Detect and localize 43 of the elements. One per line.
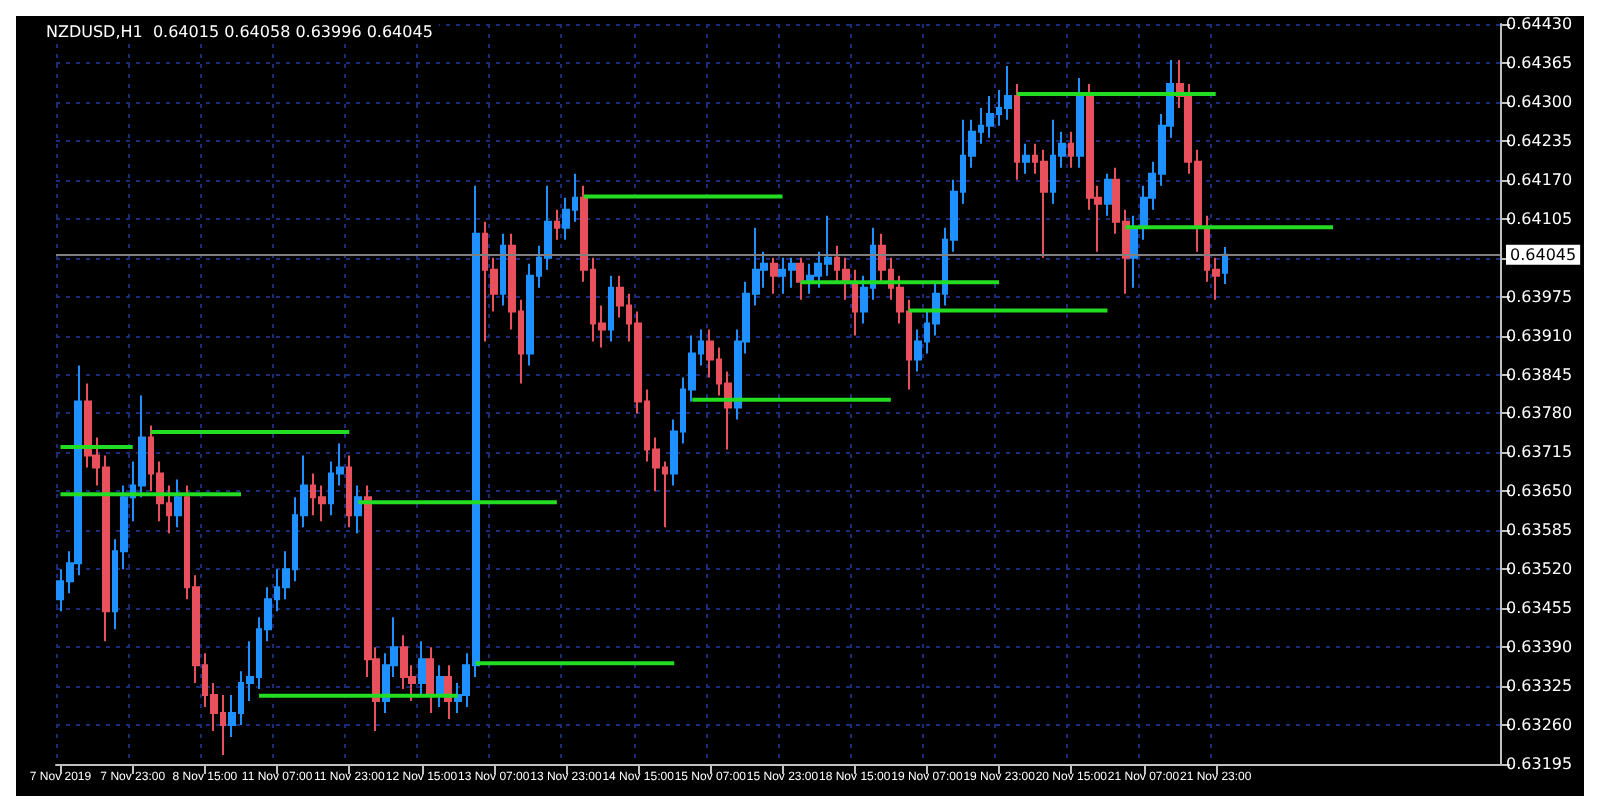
y-tick-label: 0.63195 [1506, 755, 1573, 773]
candlestick [354, 484, 362, 535]
candlestick [418, 640, 426, 697]
y-tick-label: 0.63780 [1506, 404, 1573, 423]
y-tick-label: 0.63715 [1506, 443, 1573, 462]
candlestick [986, 94, 994, 139]
y-tick-label: 0.64170 [1506, 170, 1573, 189]
y-tick-label: 0.63390 [1506, 638, 1573, 657]
candlestick [1068, 130, 1074, 169]
y-tick-label: 0.63845 [1506, 365, 1573, 384]
y-tick-label: 0.64430 [1506, 15, 1573, 33]
candlestick [1004, 64, 1012, 121]
candlestick [436, 664, 444, 709]
y-tick-label: 0.63910 [1506, 326, 1573, 345]
chart-title: NZDUSD,H1 0.64015 0.64058 0.63996 0.64045 [46, 23, 433, 41]
y-tick-label: 0.64365 [1506, 53, 1573, 72]
candlestick [1076, 76, 1084, 169]
candlestick [1104, 172, 1112, 217]
y-tick-label: 0.64235 [1506, 131, 1573, 150]
candlestick [1130, 214, 1138, 289]
y-tick-label: 0.64105 [1506, 209, 1573, 228]
y-tick-label: 0.63260 [1506, 716, 1573, 735]
candlestick [426, 646, 434, 715]
candlestick [1014, 82, 1020, 181]
candlestick [346, 454, 352, 529]
y-tick-label: 0.63650 [1506, 482, 1573, 501]
candlestick [1022, 142, 1030, 175]
candlestick [554, 208, 560, 241]
y-tick-label: 0.63325 [1506, 677, 1573, 696]
y-tick-label: 0.63455 [1506, 599, 1573, 618]
candlestick [608, 274, 614, 343]
y-tick-label: 0.63975 [1506, 287, 1573, 306]
y-tick-label: 0.64300 [1506, 92, 1573, 111]
candlestick [796, 256, 804, 301]
candlestick [1222, 245, 1228, 286]
candlestick [174, 478, 182, 529]
candlestick [500, 232, 506, 307]
candlestick [1040, 148, 1048, 259]
ref-line-label: 0.64045 [1510, 245, 1577, 264]
y-tick-label: 0.63585 [1506, 521, 1573, 540]
candlestick [770, 256, 778, 295]
candlestick [852, 268, 858, 337]
y-tick-label: 0.63520 [1506, 560, 1573, 579]
